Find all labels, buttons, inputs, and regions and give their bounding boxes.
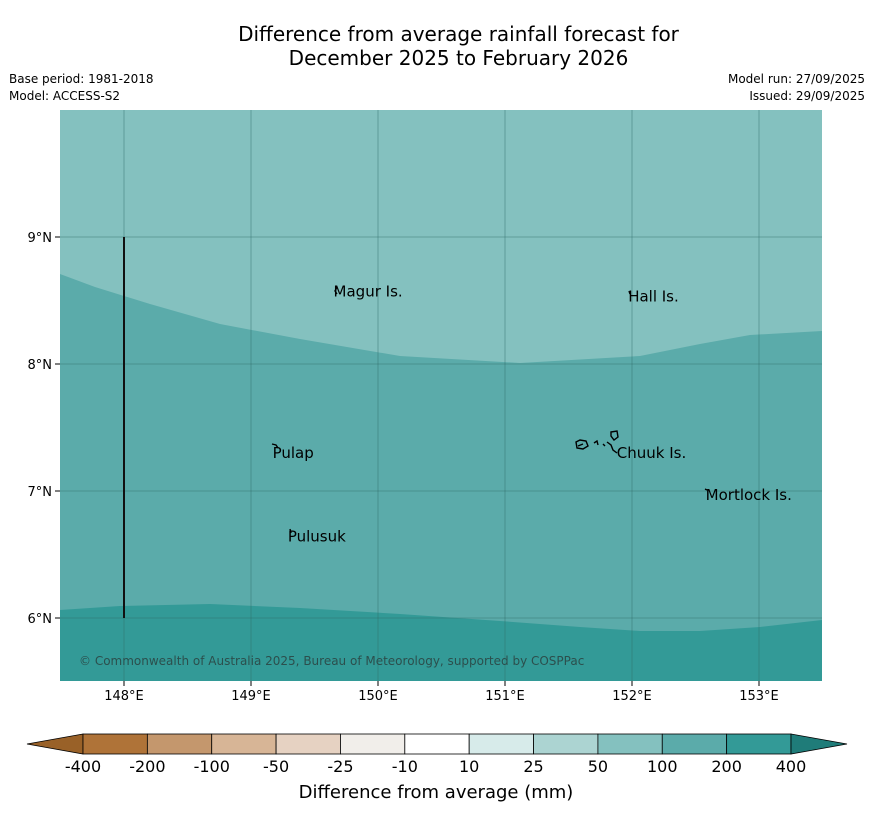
mortlock-island-shape (704, 488, 708, 491)
place-label: Magur Is. (334, 283, 403, 301)
longitude-tick-labels: 148°E 149°E 150°E 151°E 152°E 153°E (104, 681, 779, 704)
model-name: Model: ACCESS-S2 (9, 89, 121, 103)
colorbar-labels: -400 -200 -100 -50 -25 -10 10 25 50 100 200 400 (65, 757, 806, 776)
lon-tick-label: 149°E (231, 689, 271, 704)
meta-right: Model run: 27/09/2025 Issued: 29/09/2025 (728, 71, 865, 105)
base-period: Base period: 1981-2018 (9, 72, 154, 86)
colorbar-box (404, 733, 470, 755)
chart-title: Difference from average rainfall forecas… (0, 22, 873, 70)
colorbar-box (597, 733, 663, 755)
colorbar-tick-label: 10 (459, 757, 479, 776)
colorbar-box (211, 733, 277, 755)
colorbar-over-arrow (790, 733, 848, 755)
colorbar-box (533, 733, 599, 755)
colorbar-box (468, 733, 534, 755)
place-label: Pulusuk (288, 528, 346, 546)
colorbar-tick-label: -100 (194, 757, 230, 776)
copyright-notice: © Commonwealth of Australia 2025, Bureau… (79, 654, 584, 668)
colorbar-tick-label: -25 (327, 757, 353, 776)
colorbar-box (82, 733, 148, 755)
colorbar-tick-label: 25 (523, 757, 543, 776)
colorbar-tick-label: 100 (647, 757, 678, 776)
colorbar-boxes (26, 733, 848, 755)
lat-tick-label: 7°N (28, 485, 53, 500)
place-label: Pulap (273, 444, 314, 462)
lon-tick-label: 153°E (739, 689, 779, 704)
zone-band-200-400 (60, 604, 822, 681)
colorbar-box (146, 733, 213, 755)
place-label: Mortlock Is. (706, 486, 792, 504)
lat-tick-label: 6°N (28, 612, 53, 627)
title-line-2: December 2025 to February 2026 (288, 46, 629, 70)
lon-tick-label: 151°E (485, 689, 525, 704)
model-run: Model run: 27/09/2025 (727, 72, 865, 86)
hall-island-shape (628, 290, 631, 295)
colorbar-tick-label: 400 (776, 757, 807, 776)
colorbar-box (661, 733, 728, 755)
colorbar-tick-label: -400 (65, 757, 101, 776)
chuuk-lagoon-shape (575, 430, 619, 454)
colorbar-tick-label: -50 (263, 757, 289, 776)
pulap-island-shape (271, 443, 279, 449)
forecast-map: Magur Is. Hall Is. Pulap Chuuk Is. Mortlock … (28, 110, 822, 704)
zone-band-100-200 (60, 274, 822, 681)
lon-tick-label: 152°E (612, 689, 652, 704)
lon-tick-label: 150°E (358, 689, 398, 704)
colorbar-box (275, 733, 341, 755)
colorbar-under-arrow (26, 733, 84, 755)
colorbar-title: Difference from average (mm) (299, 782, 574, 803)
place-labels: Magur Is. Hall Is. Pulap Chuuk Is. Mortlock … (273, 283, 792, 546)
magur-island-shape (334, 286, 338, 295)
pulusuk-island-shape (289, 528, 292, 534)
lon-tick-label: 148°E (104, 689, 144, 704)
place-label: Hall Is. (628, 288, 679, 306)
issued-date: Issued: 29/09/2025 (749, 89, 865, 103)
latitude-tick-labels: 9°N 8°N 7°N 6°N (28, 231, 60, 627)
colorbar-tick-label: 200 (711, 757, 742, 776)
colorbar-tick-label: -10 (392, 757, 418, 776)
island-outlines (271, 286, 708, 534)
colorbar-box (726, 733, 792, 755)
lat-tick-label: 9°N (28, 231, 53, 246)
meta-left: Base period: 1981-2018 Model: ACCESS-S2 (9, 71, 154, 105)
place-label: Chuuk Is. (617, 444, 686, 462)
colorbar-box (340, 733, 406, 755)
colorbar-tick-label: 50 (588, 757, 608, 776)
title-line-1: Difference from average rainfall forecas… (238, 22, 679, 46)
graticule (60, 110, 822, 681)
colorbar-tick-label: -200 (129, 757, 165, 776)
lat-tick-label: 8°N (28, 358, 53, 373)
